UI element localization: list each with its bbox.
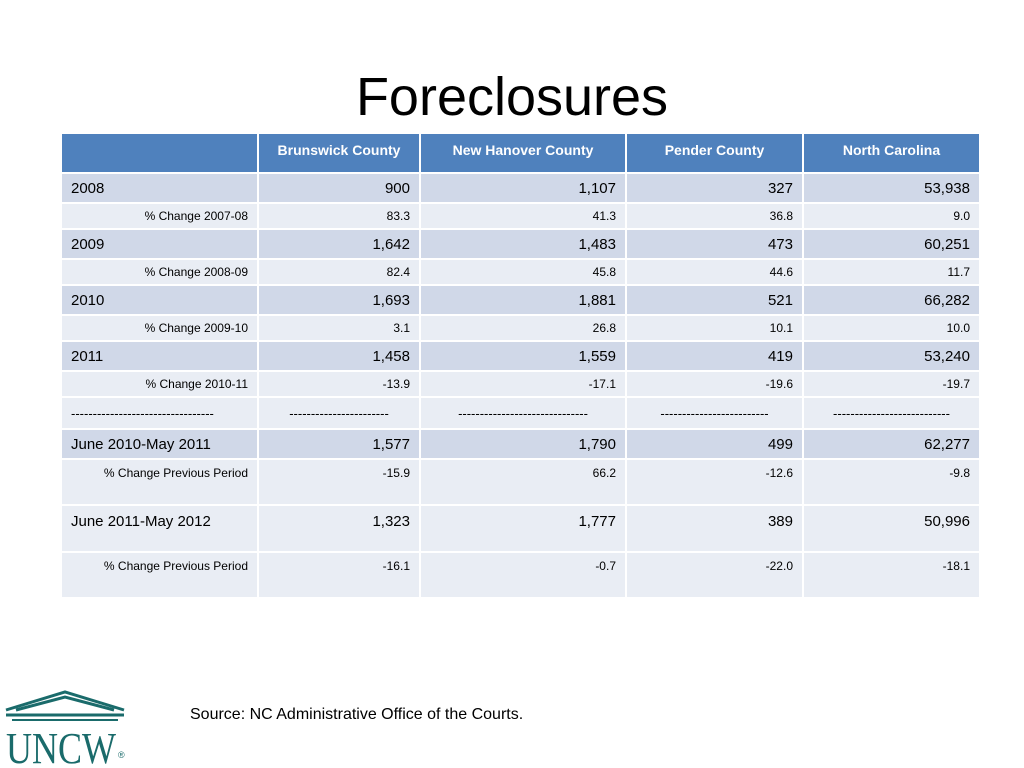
source-note: Source: NC Administrative Office of the … xyxy=(190,706,524,723)
table-cell: 41.3 xyxy=(419,202,627,230)
row-label: % Change Previous Period xyxy=(60,458,259,506)
table-row: % Change 2009-10 3.1 26.8 10.1 10.0 xyxy=(60,314,981,342)
table-cell: -19.6 xyxy=(625,370,804,398)
table-row: 2010 1,693 1,881 521 66,282 xyxy=(60,284,981,316)
table-cell: 327 xyxy=(625,172,804,204)
table-cell: 1,107 xyxy=(419,172,627,204)
header-north-carolina: North Carolina xyxy=(802,132,981,174)
table-cell: -18.1 xyxy=(802,551,981,599)
table-cell: ----------------------- xyxy=(257,396,421,430)
table-cell: 45.8 xyxy=(419,258,627,286)
row-label: June 2011-May 2012 xyxy=(60,504,259,553)
table-row: 2009 1,642 1,483 473 60,251 xyxy=(60,228,981,260)
row-label: 2008 xyxy=(60,172,259,204)
table-cell: -19.7 xyxy=(802,370,981,398)
table-cell: --------------------------- xyxy=(802,396,981,430)
table-cell: ------------------------------ xyxy=(419,396,627,430)
table-cell: 3.1 xyxy=(257,314,421,342)
header-pender: Pender County xyxy=(625,132,804,174)
table-cell: 1,483 xyxy=(419,228,627,260)
uncw-logo: UNCW ® xyxy=(5,690,125,768)
logo-text: UNCW xyxy=(6,724,116,768)
table-cell: 419 xyxy=(625,340,804,372)
header-brunswick: Brunswick County xyxy=(257,132,421,174)
header-new-hanover: New Hanover County xyxy=(419,132,627,174)
table-cell: 1,777 xyxy=(419,504,627,553)
table-cell: 521 xyxy=(625,284,804,316)
row-label: 2010 xyxy=(60,284,259,316)
table-cell: 1,881 xyxy=(419,284,627,316)
table-header-row: Brunswick County New Hanover County Pend… xyxy=(60,132,981,174)
table-cell: 900 xyxy=(257,172,421,204)
table-cell: -9.8 xyxy=(802,458,981,506)
row-label: % Change 2007-08 xyxy=(60,202,259,230)
table-cell: 9.0 xyxy=(802,202,981,230)
table-cell: -16.1 xyxy=(257,551,421,599)
table-cell: 60,251 xyxy=(802,228,981,260)
table-cell: 66,282 xyxy=(802,284,981,316)
table-cell: 44.6 xyxy=(625,258,804,286)
table-cell: -12.6 xyxy=(625,458,804,506)
table-cell: 473 xyxy=(625,228,804,260)
table-row: 2011 1,458 1,559 419 53,240 xyxy=(60,340,981,372)
foreclosures-table: Brunswick County New Hanover County Pend… xyxy=(60,132,981,599)
table-row: % Change Previous Period -16.1 -0.7 -22.0 -1… xyxy=(60,551,981,599)
table-row: % Change Previous Period -15.9 66.2 -12.6 -9… xyxy=(60,458,981,506)
table-row: % Change 2007-08 83.3 41.3 36.8 9.0 xyxy=(60,202,981,230)
table-cell: -15.9 xyxy=(257,458,421,506)
header-blank xyxy=(60,132,259,174)
table-cell: 82.4 xyxy=(257,258,421,286)
table-cell: -13.9 xyxy=(257,370,421,398)
table-cell: 1,577 xyxy=(257,428,421,460)
table-cell: 1,790 xyxy=(419,428,627,460)
slide-title: Foreclosures xyxy=(355,67,669,127)
table-cell: 66.2 xyxy=(419,458,627,506)
table-cell: 26.8 xyxy=(419,314,627,342)
registered-mark: ® xyxy=(118,750,125,760)
row-label: --------------------------------- xyxy=(60,396,259,430)
table-cell: 50,996 xyxy=(802,504,981,553)
table-cell: 1,693 xyxy=(257,284,421,316)
building-columns-icon xyxy=(5,690,125,721)
table-cell: 1,642 xyxy=(257,228,421,260)
table-cell: 83.3 xyxy=(257,202,421,230)
table-cell: 1,323 xyxy=(257,504,421,553)
row-label: 2011 xyxy=(60,340,259,372)
table-cell: 1,458 xyxy=(257,340,421,372)
row-label: % Change 2010-11 xyxy=(60,370,259,398)
table-cell: 36.8 xyxy=(625,202,804,230)
table-cell: 11.7 xyxy=(802,258,981,286)
table-cell: 53,240 xyxy=(802,340,981,372)
table-cell: -22.0 xyxy=(625,551,804,599)
table-cell: 389 xyxy=(625,504,804,553)
table-cell: 499 xyxy=(625,428,804,460)
row-label: % Change 2008-09 xyxy=(60,258,259,286)
table-cell: 1,559 xyxy=(419,340,627,372)
row-label: % Change 2009-10 xyxy=(60,314,259,342)
row-label: % Change Previous Period xyxy=(60,551,259,599)
table-cell: -0.7 xyxy=(419,551,627,599)
table-row: % Change 2008-09 82.4 45.8 44.6 11.7 xyxy=(60,258,981,286)
table-cell: 62,277 xyxy=(802,428,981,460)
table-row: June 2011-May 2012 1,323 1,777 389 50,996 xyxy=(60,504,981,553)
table-cell: 10.1 xyxy=(625,314,804,342)
table-cell: -17.1 xyxy=(419,370,627,398)
row-label: 2009 xyxy=(60,228,259,260)
table-cell: 53,938 xyxy=(802,172,981,204)
table-cell: 10.0 xyxy=(802,314,981,342)
row-label: June 2010-May 2011 xyxy=(60,428,259,460)
table-cell: ------------------------- xyxy=(625,396,804,430)
table-row: June 2010-May 2011 1,577 1,790 499 62,277 xyxy=(60,428,981,460)
table-row: 2008 900 1,107 327 53,938 xyxy=(60,172,981,204)
table-row: % Change 2010-11 -13.9 -17.1 -19.6 -19.7 xyxy=(60,370,981,398)
table-row: --------------------------------- -------… xyxy=(60,396,981,430)
table-body: 2008 900 1,107 327 53,938% Change 2007-08 83.… xyxy=(60,172,981,599)
